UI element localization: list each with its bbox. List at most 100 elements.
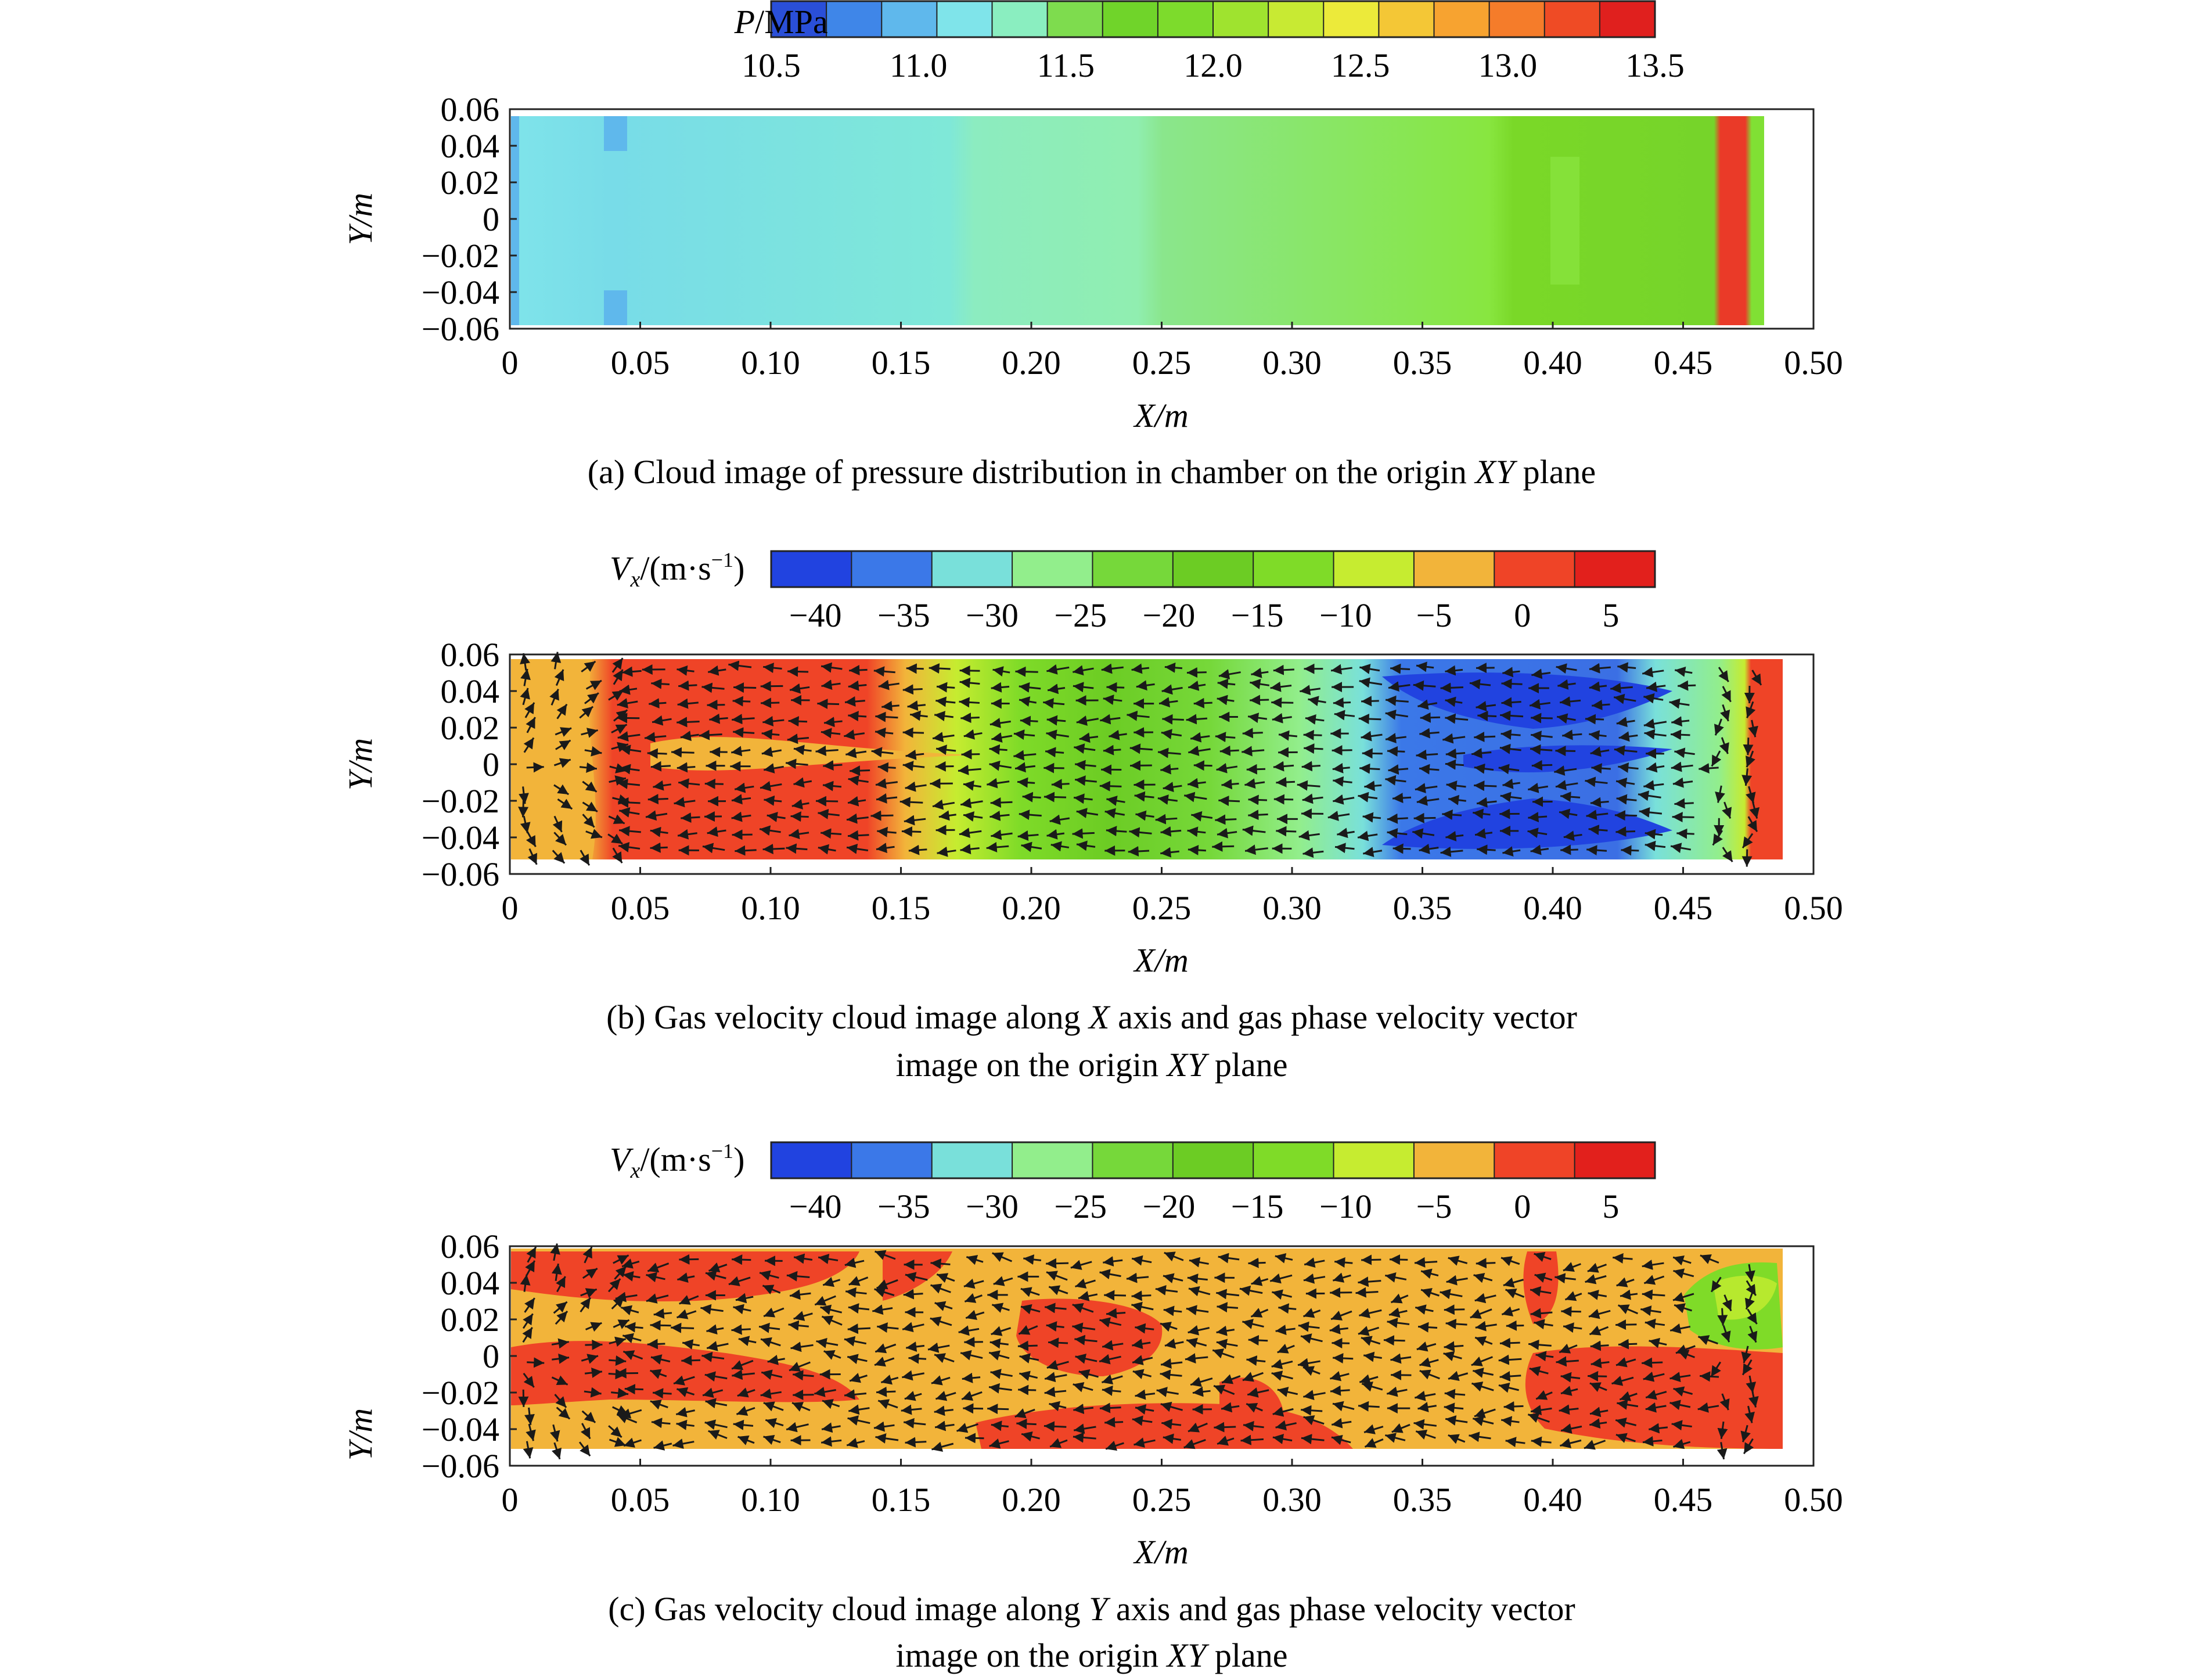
velocity-arrow	[1415, 1390, 1436, 1401]
velocity-arrow	[1384, 1433, 1406, 1443]
velocity-arrow	[931, 1375, 951, 1386]
velocity-arrow	[1448, 1255, 1468, 1266]
y-tick-label: 0	[483, 1337, 499, 1375]
velocity-arrow	[963, 780, 981, 791]
velocity-arrow	[1308, 696, 1326, 707]
velocity-arrow	[647, 748, 667, 759]
velocity-arrow	[874, 1287, 895, 1297]
velocity-arrow	[908, 844, 927, 855]
velocity-arrow	[1131, 1301, 1154, 1312]
velocity-arrow	[1746, 1375, 1757, 1393]
velocity-arrow	[818, 808, 840, 819]
velocity-arrow	[1502, 667, 1520, 678]
velocity-arrow	[934, 1420, 955, 1431]
velocity-arrow	[613, 1254, 629, 1265]
velocity-arrow	[821, 828, 842, 839]
velocity-arrow	[1157, 794, 1178, 805]
colorbar-tick-label: 13.0	[1478, 46, 1538, 84]
velocity-arrow	[1419, 843, 1439, 854]
y-tick-label: −0.06	[422, 1447, 499, 1485]
velocity-arrow	[877, 762, 896, 773]
velocity-arrow	[1560, 1423, 1582, 1434]
velocity-arrow	[1337, 828, 1355, 839]
velocity-arrow	[1644, 729, 1667, 740]
velocity-arrow	[1611, 1376, 1634, 1386]
velocity-arrow	[1221, 779, 1239, 790]
x-tick-label: 0.10	[741, 344, 800, 382]
velocity-arrow	[1020, 1287, 1040, 1297]
velocity-arrow	[1390, 1293, 1409, 1304]
velocity-arrow	[992, 1252, 1013, 1262]
colorbar-tick-label: −25	[1054, 596, 1107, 634]
velocity-arrow	[1046, 664, 1070, 675]
velocity-arrow	[1448, 1370, 1469, 1382]
pressure-patch	[511, 116, 519, 325]
velocity-arrow	[1388, 1307, 1408, 1318]
velocity-arrow	[1719, 737, 1729, 754]
velocity-arrow	[650, 826, 668, 837]
velocity-arrow	[1188, 1286, 1211, 1297]
velocity-arrow	[1046, 829, 1065, 840]
velocity-arrow	[1163, 782, 1182, 793]
velocity-arrow	[989, 744, 1007, 755]
velocity-arrow	[522, 1313, 534, 1329]
velocity-arrow	[1302, 1366, 1320, 1376]
velocity-arrow	[1640, 1305, 1661, 1316]
velocity-arrow	[961, 1391, 983, 1401]
velocity-arrow	[676, 1419, 695, 1430]
velocity-arrow	[1561, 1306, 1581, 1317]
velocity-arrow	[1390, 1353, 1412, 1364]
velocity-arrow	[905, 1272, 928, 1282]
velocity-arrow	[1416, 795, 1440, 806]
velocity-arrow	[1135, 1323, 1154, 1334]
velocity-arrow	[1417, 1322, 1438, 1333]
velocity-arrow	[1049, 1401, 1067, 1412]
velocity-arrow	[847, 796, 866, 807]
velocity-arrow	[1135, 1404, 1154, 1415]
velocity-arrow	[875, 727, 894, 738]
velocity-arrow	[1618, 731, 1638, 742]
velocity-arrow	[527, 1357, 545, 1368]
velocity-arrow	[1021, 841, 1042, 852]
velocity-arrow	[1443, 1351, 1462, 1362]
velocity-arrow	[1672, 1292, 1694, 1303]
velocity-arrow	[1528, 782, 1549, 793]
velocity-arrow	[1669, 1400, 1691, 1411]
velocity-arrow	[844, 1389, 867, 1400]
velocity-arrow	[653, 780, 671, 791]
colorbar-cell	[851, 1142, 933, 1179]
velocity-arrow	[1619, 1391, 1638, 1401]
velocity-arrow	[677, 1309, 697, 1319]
velocity-arrow	[902, 727, 924, 738]
velocity-arrow	[1741, 833, 1754, 849]
velocity-arrow	[617, 731, 640, 742]
velocity-arrow	[1014, 762, 1036, 773]
velocity-arrow	[1560, 1372, 1581, 1383]
colorbar-cell	[1172, 551, 1254, 588]
velocity-arrow	[1392, 793, 1412, 804]
colorbar-cell	[1494, 1142, 1576, 1179]
velocity-arrow	[902, 1370, 924, 1381]
velocity-arrow	[1304, 1257, 1325, 1268]
velocity-arrow	[1332, 1337, 1350, 1348]
velocity-arrow	[958, 765, 981, 775]
velocity-arrow	[1051, 779, 1070, 790]
velocity-arrow	[1502, 846, 1521, 857]
velocity-arrow	[553, 832, 567, 846]
velocity-arrow	[647, 794, 668, 805]
velocity-arrow	[1674, 798, 1694, 809]
velocity-arrow	[523, 1372, 535, 1388]
velocity-arrow	[903, 1418, 926, 1429]
velocity-arrow	[1417, 699, 1438, 710]
velocity-arrow	[1136, 680, 1155, 691]
velocity-arrow	[1535, 1351, 1554, 1362]
velocity-arrow	[1242, 1372, 1264, 1382]
velocity-arrow	[1642, 1357, 1663, 1368]
x-tick-label: 0.15	[872, 344, 931, 382]
velocity-arrow	[991, 682, 1010, 693]
x-tick-label: 0.15	[872, 1481, 931, 1519]
velocity-arrow	[1471, 748, 1492, 758]
velocity-arrow	[1155, 1285, 1178, 1296]
velocity-arrow	[1649, 1423, 1668, 1434]
velocity-arrow	[1128, 846, 1150, 857]
